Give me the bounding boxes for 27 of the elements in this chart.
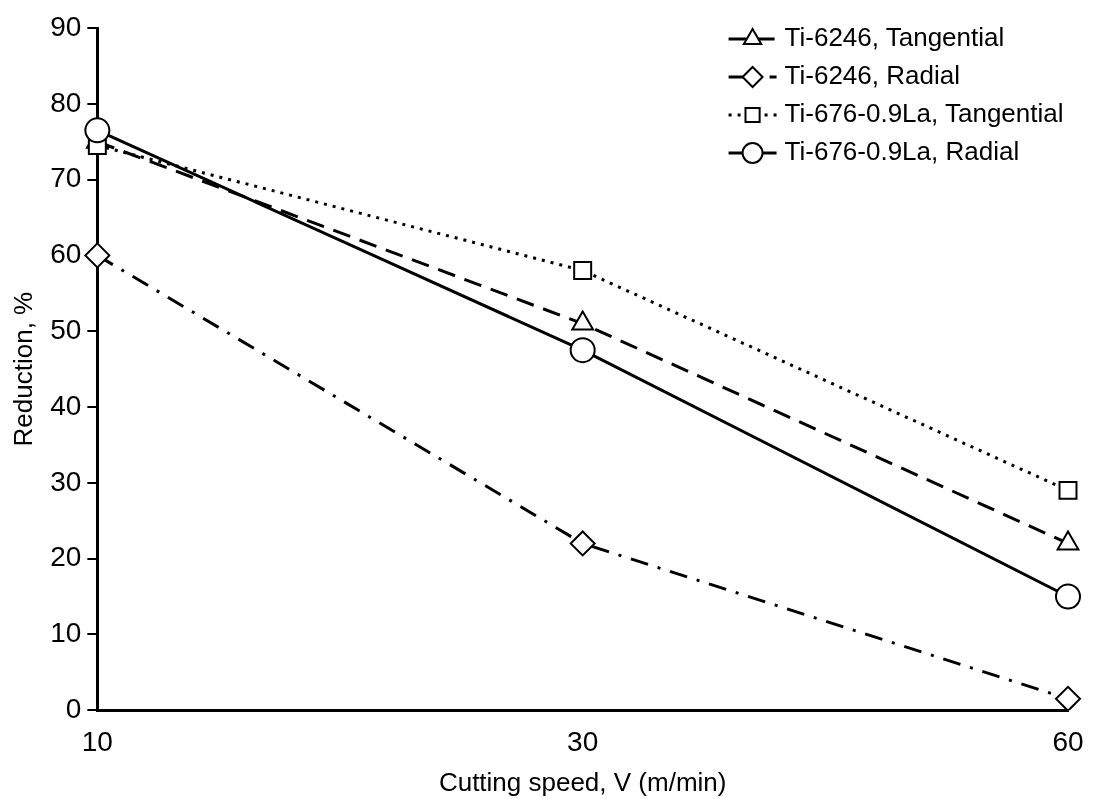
legend-label: Ti-6246, Tangential — [784, 22, 1005, 53]
y-tick-label: 50 — [50, 313, 82, 345]
y-axis-title: Reduction, % — [7, 291, 38, 447]
y-tick-label: 90 — [50, 10, 82, 42]
y-tick-label: 20 — [50, 541, 82, 573]
legend-label: Ti-6246, Radial — [784, 60, 960, 91]
y-tick-label: 30 — [50, 465, 82, 497]
point — [569, 337, 596, 364]
point — [573, 261, 593, 281]
x-tick-label: 30 — [567, 725, 599, 757]
x-tick-label: 10 — [81, 725, 113, 757]
point — [569, 530, 596, 557]
y-tick-label: 80 — [50, 86, 82, 118]
x-tick-label: 60 — [1052, 725, 1084, 757]
point — [1058, 480, 1078, 500]
point — [84, 117, 111, 144]
y-tick-label: 70 — [50, 162, 82, 194]
y-tick-label: 60 — [50, 238, 82, 270]
point — [84, 242, 111, 269]
point — [1055, 583, 1081, 610]
x-axis-title: Cutting speed, V (m/min) — [438, 766, 727, 797]
point — [1055, 685, 1081, 711]
legend-label: Ti-676-0.9La, Radial — [784, 136, 1020, 167]
y-tick-label: 10 — [50, 617, 82, 649]
y-tick-label: 40 — [50, 389, 82, 421]
y-tick-label: 0 — [65, 692, 82, 724]
legend-label: Ti-676-0.9La, Tangential — [784, 98, 1064, 129]
